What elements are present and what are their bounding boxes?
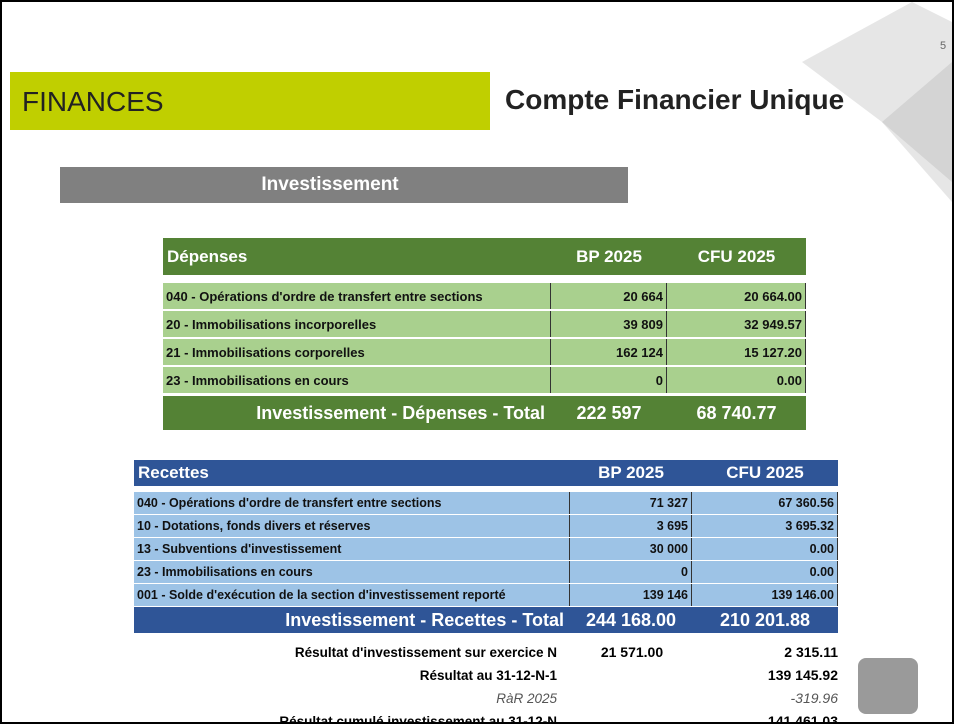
- amount-cell: 0.00: [692, 538, 838, 560]
- section-label: FINANCES: [22, 86, 164, 117]
- column-header: CFU 2025: [667, 238, 806, 275]
- amount-cell: 0: [570, 561, 692, 583]
- summary-label: Résultat cumulé investissement au 31-12-…: [279, 713, 557, 724]
- column-header: CFU 2025: [692, 460, 838, 486]
- slide-title: Compte Financier Unique: [505, 84, 845, 115]
- column-header: BP 2025: [551, 238, 667, 275]
- row-label: 001 - Solde d'exécution de la section d'…: [134, 584, 570, 606]
- decoration: [802, 2, 952, 202]
- amount-cell: 15 127.20: [667, 339, 806, 365]
- amount-cell: 3 695.32: [692, 515, 838, 537]
- summary-label: Résultat au 31-12-N-1: [419, 667, 557, 683]
- amount-cell: 139 146: [570, 584, 692, 606]
- summary-label: Résultat d'investissement sur exercice N: [294, 644, 557, 660]
- amount-cell: 30 000: [570, 538, 692, 560]
- page-number: 5: [940, 40, 947, 52]
- amount-cell: 71 327: [570, 492, 692, 514]
- summary-cfu: 141 461.03: [767, 713, 838, 724]
- amount-cell: 20 664.00: [667, 283, 806, 309]
- row-label: 23 - Immobilisations en cours: [134, 561, 570, 583]
- row-label: 20 - Immobilisations incorporelles: [163, 311, 551, 337]
- column-header: BP 2025: [570, 460, 692, 486]
- column-header: Dépenses: [163, 238, 551, 275]
- amount-cell: 0: [551, 367, 667, 393]
- banner: [60, 167, 628, 203]
- amount-cell: 162 124: [551, 339, 667, 365]
- amount-cell: 39 809: [551, 311, 667, 337]
- row-label: 23 - Immobilisations en cours: [163, 367, 551, 393]
- amount-cell: 67 360.56: [692, 492, 838, 514]
- column-header: Recettes: [134, 460, 570, 486]
- total-amount: 210 201.88: [692, 607, 838, 633]
- amount-cell: 139 146.00: [692, 584, 838, 606]
- row-label: 040 - Opérations d'ordre de transfert en…: [134, 492, 570, 514]
- total-amount: 222 597: [551, 396, 667, 430]
- total-amount: 68 740.77: [667, 396, 806, 430]
- banner-label: Investissement: [261, 174, 399, 195]
- summary-label: RàR 2025: [496, 690, 557, 706]
- summary-cfu: -319.96: [790, 690, 838, 706]
- total-label: Investissement - Dépenses - Total: [163, 396, 551, 430]
- amount-cell: 32 949.57: [667, 311, 806, 337]
- summary-bp: 21 571.00: [600, 644, 664, 660]
- row-label: 21 - Immobilisations corporelles: [163, 339, 551, 365]
- row-label: 10 - Dotations, fonds divers et réserves: [134, 515, 570, 537]
- section-box: [10, 72, 490, 130]
- logo: [858, 658, 918, 714]
- summary-cfu: 2 315.11: [784, 644, 838, 660]
- amount-cell: 0.00: [692, 561, 838, 583]
- amount-cell: 20 664: [551, 283, 667, 309]
- amount-cell: 3 695: [570, 515, 692, 537]
- amount-cell: 0.00: [667, 367, 806, 393]
- summary-cfu: 139 145.92: [767, 667, 838, 683]
- total-label: Investissement - Recettes - Total: [134, 607, 570, 633]
- total-amount: 244 168.00: [570, 607, 692, 633]
- row-label: 13 - Subventions d'investissement: [134, 538, 570, 560]
- row-label: 040 - Opérations d'ordre de transfert en…: [163, 283, 551, 309]
